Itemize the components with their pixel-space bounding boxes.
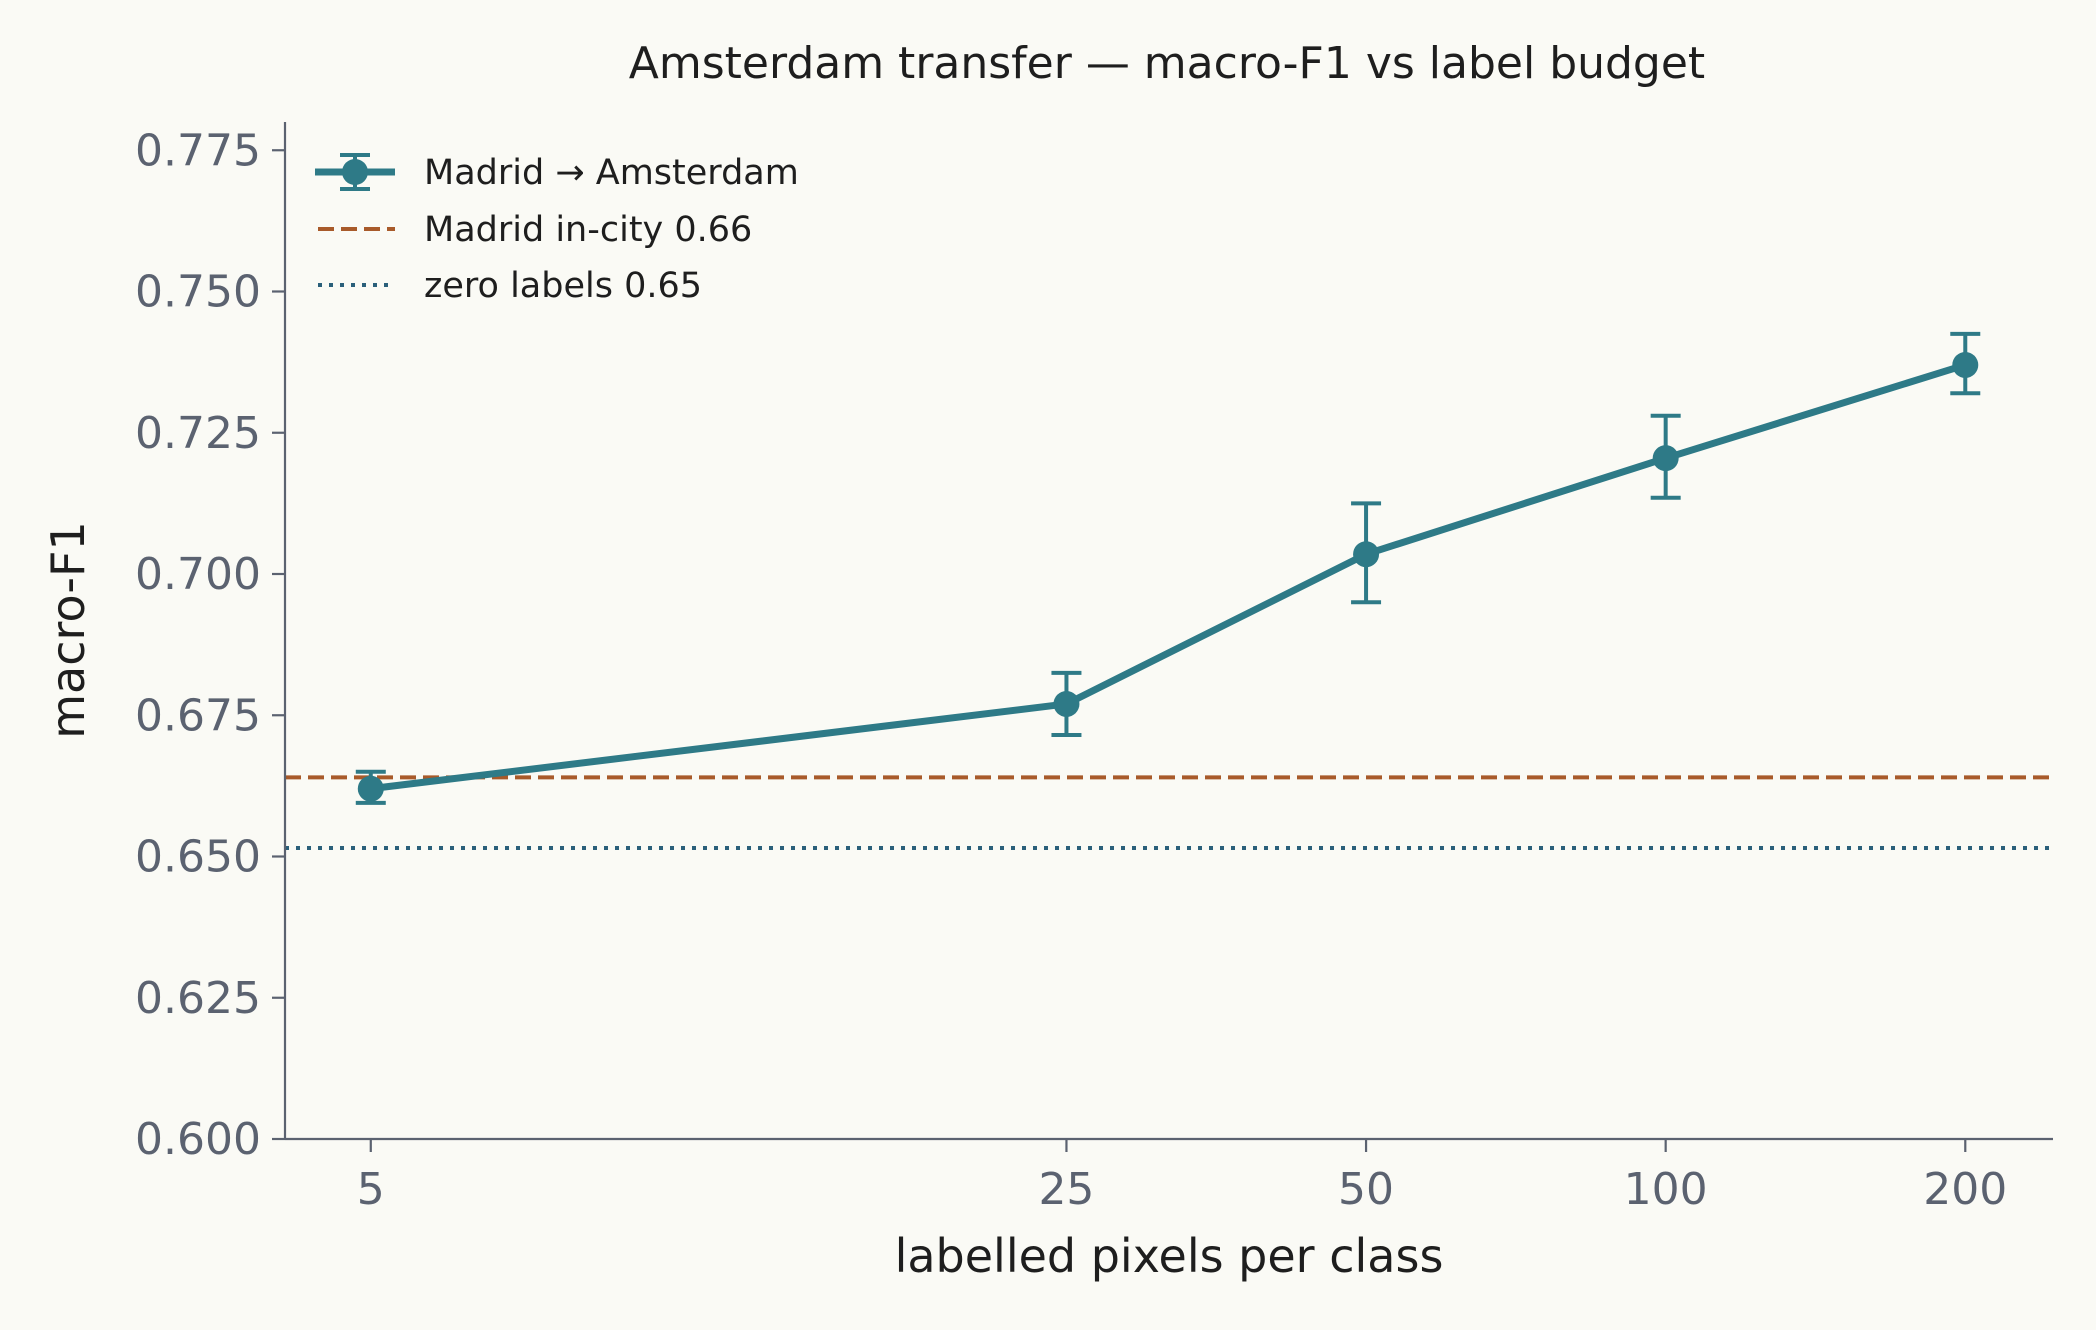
y-tick-label: 0.625 <box>135 973 261 1024</box>
x-tick-label: 50 <box>1338 1164 1394 1215</box>
y-tick-label: 0.775 <box>135 125 261 176</box>
legend-label-in-city: Madrid in-city 0.66 <box>424 210 752 250</box>
x-axis-ticks: 5 25 50 100 200 <box>357 1139 2007 1215</box>
y-tick-label: 0.700 <box>135 549 261 600</box>
y-tick-label: 0.750 <box>135 267 261 318</box>
series-layer <box>355 331 1981 805</box>
reference-lines <box>285 775 2053 851</box>
x-tick-label: 25 <box>1038 1164 1094 1215</box>
x-tick-label: 5 <box>357 1164 385 1215</box>
data-point <box>1353 541 1380 568</box>
x-tick-label: 100 <box>1624 1164 1708 1215</box>
data-point <box>1652 445 1679 472</box>
y-tick-label: 0.650 <box>135 832 261 883</box>
data-point <box>1952 351 1979 378</box>
legend-label-zero-labels: zero labels 0.65 <box>424 266 702 306</box>
y-tick-label: 0.675 <box>135 690 261 741</box>
data-point <box>1053 690 1080 717</box>
legend-item-zero-labels: zero labels 0.65 <box>318 266 702 306</box>
legend: Madrid → Amsterdam Madrid in-city 0.66 z… <box>315 153 799 306</box>
legend-item-in-city: Madrid in-city 0.66 <box>318 210 752 250</box>
legend-item-series: Madrid → Amsterdam <box>315 153 799 193</box>
y-axis-title: macro-F1 <box>41 521 95 739</box>
x-tick-label: 200 <box>1923 1164 2007 1215</box>
data-point <box>357 775 384 802</box>
y-tick-label: 0.600 <box>135 1114 261 1165</box>
chart-title: Amsterdam transfer — macro-F1 vs label b… <box>629 38 1705 89</box>
y-tick-label: 0.725 <box>135 408 261 459</box>
legend-label-series: Madrid → Amsterdam <box>424 153 799 193</box>
y-axis-ticks: 0.600 0.625 0.650 0.675 0.700 0.725 0.750 0.775 <box>135 125 285 1165</box>
legend-series-marker <box>342 159 368 185</box>
x-axis-title: labelled pixels per class <box>895 1229 1444 1283</box>
